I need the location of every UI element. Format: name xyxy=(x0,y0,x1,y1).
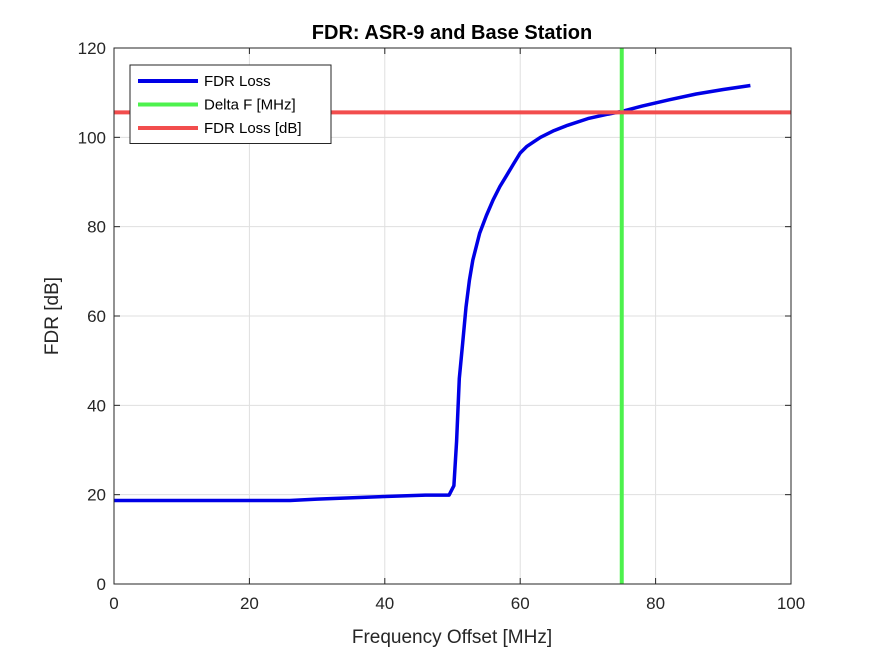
chart-title: FDR: ASR-9 and Base Station xyxy=(312,22,592,44)
legend-entry-delta-f: Delta F [MHz] xyxy=(138,97,296,114)
y-tick-label: 20 xyxy=(87,486,106,505)
legend-entry-fdr-loss: FDR Loss xyxy=(138,73,271,90)
x-axis: 0 20 40 60 80 100 xyxy=(109,48,805,613)
y-tick-label: 80 xyxy=(87,218,106,237)
x-axis-label: Frequency Offset [MHz] xyxy=(352,627,552,648)
legend-label: FDR Loss xyxy=(204,73,271,90)
x-tick-label: 80 xyxy=(646,594,665,613)
y-tick-label: 0 xyxy=(97,575,106,594)
legend: FDR Loss Delta F [MHz] FDR Loss [dB] xyxy=(129,64,332,144)
x-tick-label: 60 xyxy=(511,594,530,613)
y-tick-label: 60 xyxy=(87,307,106,326)
legend-label: Delta F [MHz] xyxy=(204,97,296,114)
y-tick-label: 100 xyxy=(78,128,106,147)
y-axis: 0 20 40 60 80 100 120 xyxy=(78,39,791,594)
x-tick-label: 20 xyxy=(240,594,259,613)
legend-entry-fdr-loss-db: FDR Loss [dB] xyxy=(138,120,302,137)
x-tick-label: 40 xyxy=(375,594,394,613)
x-tick-label: 100 xyxy=(777,594,805,613)
y-tick-label: 120 xyxy=(78,39,106,58)
y-tick-label: 40 xyxy=(87,396,106,415)
y-axis-label: FDR [dB] xyxy=(42,277,63,355)
legend-label: FDR Loss [dB] xyxy=(204,120,302,137)
x-tick-label: 0 xyxy=(109,594,118,613)
